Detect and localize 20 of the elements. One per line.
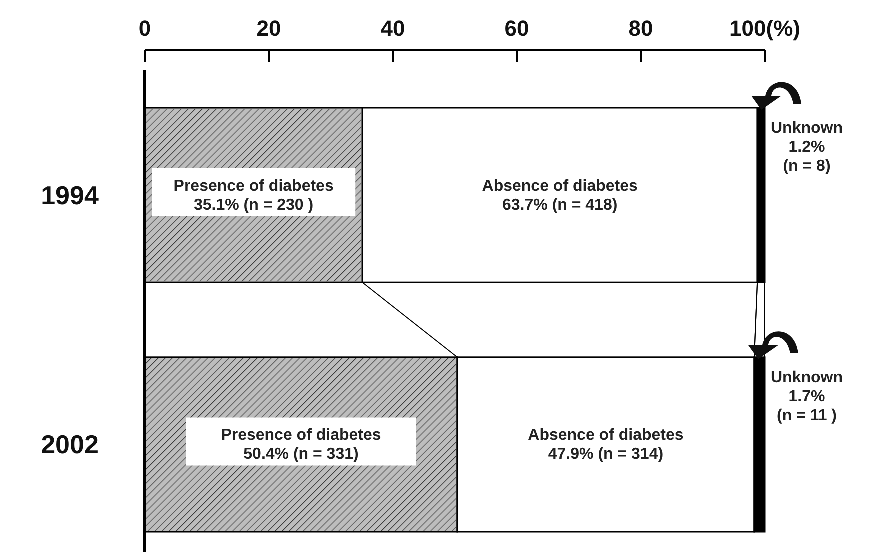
x-tick-label: 80 bbox=[628, 16, 654, 41]
x-tick-label: 0 bbox=[138, 16, 152, 41]
text: Presence of diabetes bbox=[221, 427, 382, 444]
data-label: 35.1% (n = 230 ) bbox=[194, 196, 314, 214]
text: Unknown bbox=[771, 369, 843, 386]
y-tick-label: 2002 bbox=[41, 430, 99, 460]
x-tick-label: 20 bbox=[256, 16, 282, 41]
series-label: Unknown bbox=[771, 120, 843, 137]
data-label: 63.7% (n = 418) bbox=[502, 196, 618, 214]
data-label: 1.2% (n = 8) bbox=[783, 139, 831, 175]
data-label: 47.9% (n = 314) bbox=[548, 446, 664, 464]
data-label: 1.7% (n = 11 ) bbox=[776, 388, 838, 424]
x-tick-label: 40 bbox=[380, 16, 406, 41]
series-label: Absence of diabetes bbox=[528, 427, 684, 444]
text: Absence of diabetes bbox=[482, 178, 638, 195]
x-tick-label: 60 bbox=[504, 16, 530, 41]
series-label: Presence of diabetes bbox=[174, 178, 334, 195]
x-tick-label: 100(%) bbox=[730, 16, 800, 41]
y-tick-label: 1994 bbox=[41, 180, 100, 210]
data-label: 50.4% (n = 331) bbox=[244, 446, 359, 464]
